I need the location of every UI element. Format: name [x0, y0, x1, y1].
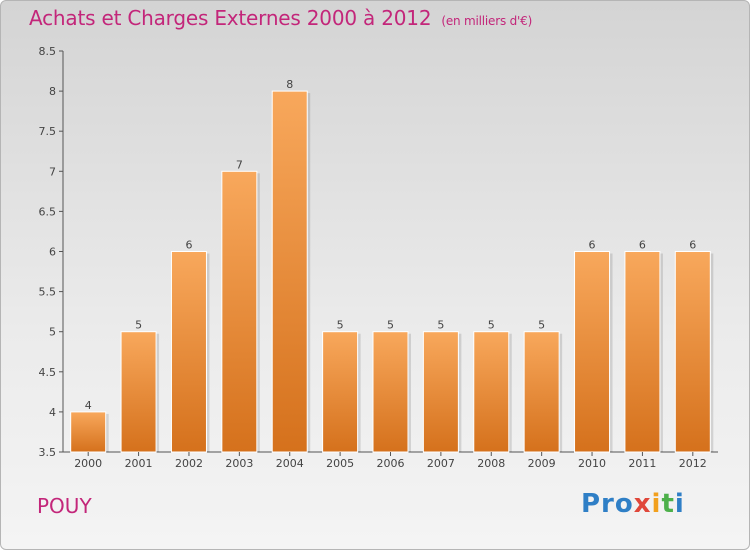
y-tick-label: 8.5 [39, 45, 57, 58]
bar-value-label: 6 [639, 239, 646, 252]
y-tick-label: 6 [49, 246, 56, 259]
bar-value-label: 5 [488, 319, 495, 332]
logo-part-1: Pro [581, 489, 634, 519]
x-tick-label: 2012 [679, 457, 707, 470]
bar-value-label: 5 [337, 319, 344, 332]
y-tick-label: 3.5 [39, 446, 57, 459]
bar [120, 331, 157, 453]
bar-value-label: 8 [286, 78, 293, 91]
bar [170, 251, 207, 453]
chart-title-text: Achats et Charges Externes 2000 à 2012 [29, 6, 432, 30]
x-tick-label: 2004 [276, 457, 304, 470]
y-tick-label: 4.5 [39, 366, 57, 379]
y-tick-label: 7.5 [39, 125, 57, 138]
bar [473, 331, 510, 453]
x-tick-label: 2006 [377, 457, 405, 470]
x-tick-label: 2008 [477, 457, 505, 470]
bar-value-label: 6 [589, 239, 596, 252]
bar-value-label: 5 [387, 319, 394, 332]
bar [574, 251, 611, 453]
bar-value-label: 6 [185, 239, 192, 252]
bar-value-label: 5 [437, 319, 444, 332]
x-tick-label: 2007 [427, 457, 455, 470]
bar [70, 411, 107, 453]
bar [372, 331, 409, 453]
proxiti-logo: Proxiti [581, 489, 685, 519]
y-tick-label: 7 [49, 165, 56, 178]
chart-title: Achats et Charges Externes 2000 à 2012 (e… [29, 6, 532, 30]
bar [322, 331, 359, 453]
x-tick-label: 2011 [628, 457, 656, 470]
y-tick-label: 6.5 [39, 205, 57, 218]
logo-part-4: t [661, 489, 675, 519]
x-tick-label: 2003 [225, 457, 253, 470]
x-tick-label: 2009 [528, 457, 556, 470]
bar [271, 90, 308, 453]
x-tick-label: 2001 [125, 457, 153, 470]
bar-value-label: 5 [135, 319, 142, 332]
bar [624, 251, 661, 453]
bar [422, 331, 459, 453]
y-tick-label: 8 [49, 85, 56, 98]
y-tick-label: 5.5 [39, 286, 57, 299]
y-tick-label: 5 [49, 326, 56, 339]
x-tick-label: 2000 [74, 457, 102, 470]
bar-value-label: 7 [236, 158, 243, 171]
x-tick-label: 2002 [175, 457, 203, 470]
logo-part-2: x [633, 489, 652, 519]
bar-value-label: 4 [85, 399, 92, 412]
bar-value-label: 5 [538, 319, 545, 332]
logo-part-5: i [674, 489, 685, 519]
y-tick-label: 4 [49, 406, 56, 419]
logo-part-3: i [651, 489, 662, 519]
x-tick-label: 2005 [326, 457, 354, 470]
bar [523, 331, 560, 453]
chart-unit: (en milliers d'€) [441, 14, 533, 28]
place-name: POUY [37, 494, 92, 518]
bar [221, 170, 258, 453]
bar [674, 251, 711, 453]
x-tick-label: 2010 [578, 457, 606, 470]
bar-value-label: 6 [689, 239, 696, 252]
